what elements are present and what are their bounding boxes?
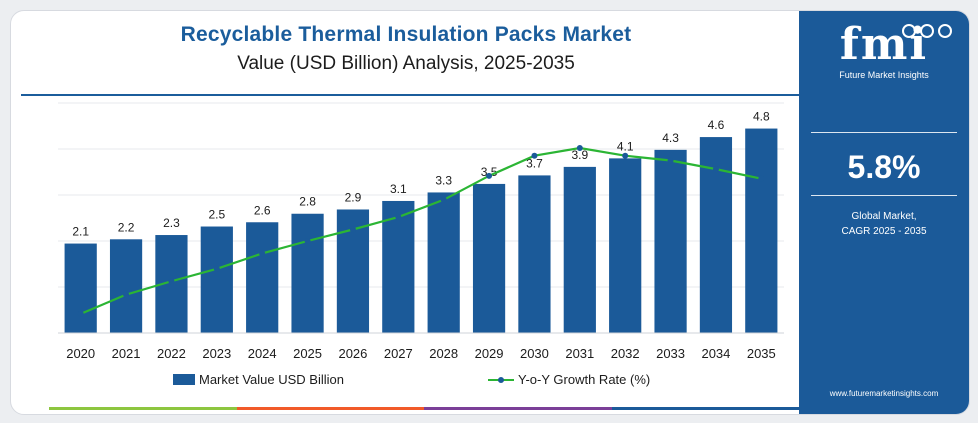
legend-bar-swatch xyxy=(173,374,195,385)
strip-orange xyxy=(236,407,424,410)
legend-line-swatch xyxy=(488,376,514,383)
x-tick-label: 2023 xyxy=(202,346,231,361)
chart-subtitle: Value (USD Billion) Analysis, 2025-2035 xyxy=(237,53,575,74)
x-tick-label: 2032 xyxy=(611,346,640,361)
x-tick-label: 2035 xyxy=(747,346,776,361)
bar-2035 xyxy=(745,128,778,333)
bar-value-label: 3.5 xyxy=(481,165,498,179)
bar-value-label: 3.7 xyxy=(526,156,543,170)
bar-2020 xyxy=(64,243,97,333)
growth-point-2021 xyxy=(123,291,130,298)
growth-point-2027 xyxy=(395,214,402,221)
bar-2030 xyxy=(518,175,551,333)
growth-point-2023 xyxy=(213,265,220,272)
growth-point-2022 xyxy=(168,278,175,285)
website-link[interactable]: www.futuremarketinsights.com xyxy=(829,389,939,398)
strip-blue xyxy=(611,407,799,410)
bar-value-label: 4.3 xyxy=(662,131,679,145)
title-divider xyxy=(21,94,801,96)
bar-value-label: 3.3 xyxy=(435,173,452,187)
bar-value-label: 2.9 xyxy=(345,190,362,204)
growth-line xyxy=(80,146,762,315)
bar-2029 xyxy=(472,183,506,333)
bar-value-label: 2.6 xyxy=(254,203,271,217)
growth-point-2030 xyxy=(531,152,538,159)
chart-card: Recyclable Thermal Insulation Packs Mark… xyxy=(10,10,970,415)
bar-2033 xyxy=(654,149,687,333)
bar-2024 xyxy=(246,222,279,333)
bar-2023 xyxy=(200,226,233,333)
bar-2025 xyxy=(291,213,324,333)
x-tick-label: 2026 xyxy=(338,346,367,361)
x-tick-label: 2030 xyxy=(520,346,549,361)
growth-point-2024 xyxy=(259,250,266,257)
growth-point-2029 xyxy=(486,172,493,179)
bar-2031 xyxy=(563,166,596,333)
bar-line-chart: 2.1 2020 2.2 2021 2.3 2022 2.5 2023 2.6 2024 2.8 20… xyxy=(58,102,784,361)
bar-value-label: 3.9 xyxy=(571,148,588,162)
growth-point-2028 xyxy=(440,196,447,203)
bar-2021 xyxy=(109,239,143,333)
legend-line-label: Y-o-Y Growth Rate (%) xyxy=(518,372,651,387)
x-tick-label: 2033 xyxy=(656,346,685,361)
x-tick-label: 2028 xyxy=(429,346,458,361)
color-strip xyxy=(49,407,799,410)
legend-bar-label: Market Value USD Billion xyxy=(199,372,344,387)
bar-value-label: 4.6 xyxy=(708,118,725,132)
bar-value-label: 2.2 xyxy=(118,220,135,234)
growth-point-2035 xyxy=(758,175,765,182)
bar-value-label: 2.3 xyxy=(163,216,180,230)
growth-point-2034 xyxy=(712,166,719,173)
growth-point-2025 xyxy=(304,238,311,244)
x-tick-label: 2027 xyxy=(384,346,413,361)
x-tick-label: 2020 xyxy=(66,346,95,361)
bar-value-label: 2.1 xyxy=(72,225,89,239)
panel-divider-bottom xyxy=(811,195,957,196)
growth-point-2031 xyxy=(576,145,583,152)
panel-divider-top xyxy=(811,132,957,133)
cagr-label: Global Market, CAGR 2025 - 2035 xyxy=(799,209,969,239)
x-tick-label: 2034 xyxy=(701,346,730,361)
strip-purple xyxy=(424,407,612,410)
growth-point-2020 xyxy=(77,310,84,317)
side-panel: fmi Future Market Insights 5.8% Global M… xyxy=(799,11,969,414)
x-tick-label: 2031 xyxy=(565,346,594,361)
growth-point-2026 xyxy=(349,226,356,233)
bar-value-label: 4.1 xyxy=(617,139,634,153)
bar-2028 xyxy=(427,192,460,333)
x-tick-label: 2029 xyxy=(475,346,504,361)
x-tick-label: 2022 xyxy=(157,346,186,361)
cagr-label-line2: CAGR 2025 - 2035 xyxy=(841,226,927,237)
bar-value-label: 2.8 xyxy=(299,195,316,209)
bar-2032 xyxy=(609,158,642,333)
logo-text: fmi xyxy=(839,19,929,70)
cagr-label-line1: Global Market, xyxy=(851,211,917,222)
growth-point-2033 xyxy=(667,157,674,164)
fmi-logo: fmi Future Market Insights xyxy=(799,21,969,80)
logo-subtitle: Future Market Insights xyxy=(839,70,929,80)
legend-item-line: Y-o-Y Growth Rate (%) xyxy=(488,372,650,387)
cagr-value: 5.8% xyxy=(847,149,921,185)
chart-title: Recyclable Thermal Insulation Packs Mark… xyxy=(180,23,632,46)
logo-people-icon xyxy=(902,24,952,38)
bar-value-label: 3.1 xyxy=(390,182,407,196)
x-tick-label: 2021 xyxy=(112,346,141,361)
x-tick-label: 2025 xyxy=(293,346,322,361)
growth-point-2032 xyxy=(622,152,629,159)
strip-green xyxy=(49,407,237,410)
bar-2027 xyxy=(382,200,415,333)
bar-value-label: 4.8 xyxy=(753,110,770,124)
legend-item-bar: Market Value USD Billion xyxy=(173,372,344,387)
x-tick-label: 2024 xyxy=(248,346,277,361)
bar-value-label: 2.5 xyxy=(208,208,225,222)
